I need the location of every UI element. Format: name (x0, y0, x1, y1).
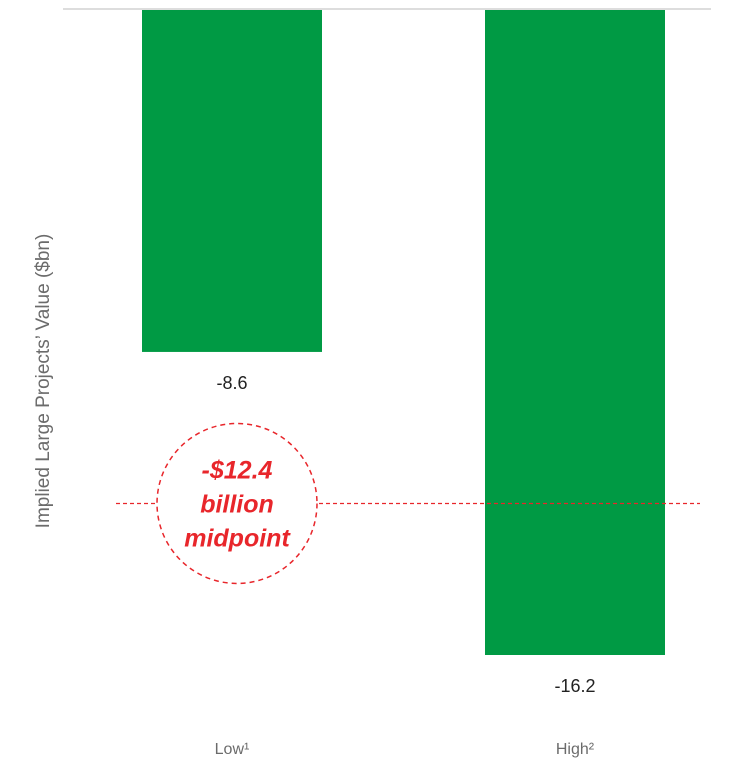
bar-0 (142, 9, 322, 352)
annotation-line-1: billion (200, 490, 274, 518)
annotation-circle (156, 422, 318, 585)
bars-layer (142, 9, 665, 655)
annotation-line-2: midpoint (184, 524, 291, 552)
annotation-line-0: -$12.4 (202, 456, 273, 484)
category-label-0: Low¹ (215, 741, 250, 758)
category-label-1: High² (556, 741, 595, 758)
labels-layer: -8.6 -16.2 Low¹ High² (215, 373, 596, 758)
value-label-0: -8.6 (216, 373, 247, 393)
midpoint-annotation: -$12.4 billion midpoint (156, 422, 318, 585)
value-label-1: -16.2 (554, 676, 595, 696)
y-axis-title: Implied Large Projects’ Value ($bn) (33, 234, 54, 529)
bar-1 (485, 9, 665, 655)
